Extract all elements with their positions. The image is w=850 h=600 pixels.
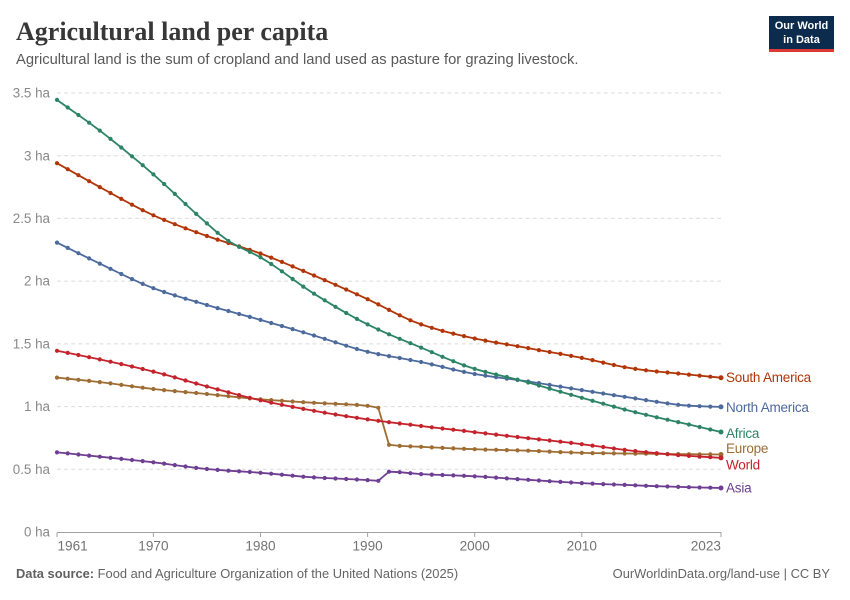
svg-text:Europe: Europe xyxy=(726,441,768,456)
svg-text:2010: 2010 xyxy=(567,539,598,554)
svg-text:1990: 1990 xyxy=(352,539,383,554)
svg-text:South America: South America xyxy=(726,370,812,385)
svg-text:3.5 ha: 3.5 ha xyxy=(13,86,51,101)
svg-text:2 ha: 2 ha xyxy=(24,274,51,289)
svg-text:1 ha: 1 ha xyxy=(24,399,51,414)
svg-text:3 ha: 3 ha xyxy=(24,148,51,163)
svg-text:1961: 1961 xyxy=(58,539,88,554)
svg-text:1.5 ha: 1.5 ha xyxy=(13,337,51,352)
svg-text:1980: 1980 xyxy=(245,539,276,554)
svg-text:0.5 ha: 0.5 ha xyxy=(13,462,51,477)
svg-text:0 ha: 0 ha xyxy=(24,525,51,540)
svg-text:Africa: Africa xyxy=(726,426,760,441)
svg-text:2000: 2000 xyxy=(460,539,491,554)
svg-text:2023: 2023 xyxy=(691,539,721,554)
svg-text:Asia: Asia xyxy=(726,481,752,496)
svg-text:2.5 ha: 2.5 ha xyxy=(13,211,51,226)
svg-text:1970: 1970 xyxy=(138,539,169,554)
svg-text:North America: North America xyxy=(726,400,809,415)
svg-text:World: World xyxy=(726,457,760,472)
